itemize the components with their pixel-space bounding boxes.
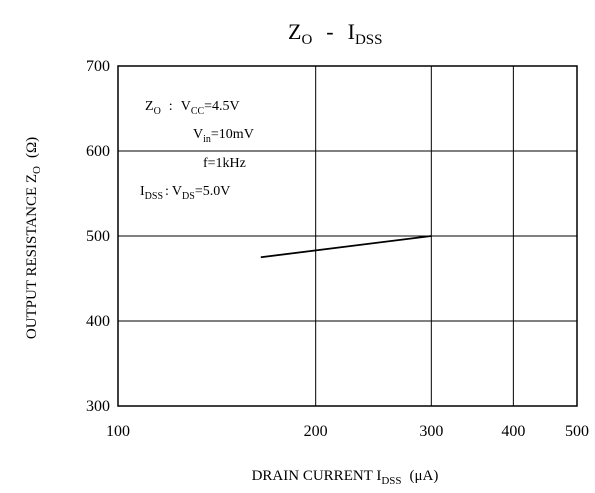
y-axis-label-sub: O xyxy=(31,166,43,174)
x-tick-label-4: 500 xyxy=(565,423,589,440)
plot-frame xyxy=(117,65,578,407)
series-line-0 xyxy=(260,235,432,259)
annotation-vcc-sub: CC xyxy=(191,106,205,117)
y-tick-labels: 300 400 500 600 700 xyxy=(86,58,110,415)
title-main-sub: O xyxy=(301,32,312,48)
x-axis-label-text: DRAIN CURRENT I xyxy=(252,468,382,484)
series-layer xyxy=(260,235,432,259)
x-tick-labels: 100 200 300 400 500 xyxy=(106,423,589,440)
y-tick-label-1: 400 xyxy=(86,313,110,330)
title-sep: - xyxy=(326,19,333,44)
annotation-idss-colon: : xyxy=(165,184,169,199)
x-axis-label-unit: (μA) xyxy=(410,468,439,484)
annotation-vin-symbol: V xyxy=(193,127,203,142)
annotation-zo-symbol: Z xyxy=(145,99,154,114)
annotation-line-freq: f=1kHz xyxy=(203,156,246,171)
annotation-vin-sub: in xyxy=(203,134,211,145)
x-axis-label-sub: DSS xyxy=(381,475,401,487)
annotation-idss-sub: DSS xyxy=(145,191,163,202)
annotation-line-vin: Vin=10mV xyxy=(193,127,254,145)
annotation-line-idss: IDSS: VDS=5.0V xyxy=(140,184,230,202)
y-axis-label: OUTPUT RESISTANCE ZO (Ω) xyxy=(24,137,43,339)
x-tick-label-2: 300 xyxy=(419,423,443,440)
annotation-vcc-symbol: V xyxy=(181,99,191,114)
annotation-idss-symbol: I xyxy=(140,184,145,199)
x-axis-label: DRAIN CURRENT IDSS (μA) xyxy=(252,468,439,487)
title-secondary: I xyxy=(348,19,355,44)
y-tick-label-0: 300 xyxy=(86,398,110,415)
y-axis-label-text: OUTPUT RESISTANCE Z xyxy=(24,174,40,339)
annotation-vds-value: =5.0V xyxy=(195,184,231,199)
annotation-line-zo: ZO: VCC=4.5V xyxy=(145,99,240,117)
annotation-vds-symbol: V xyxy=(172,184,182,199)
x-tick-label-0: 100 xyxy=(106,423,130,440)
annotation-zo-colon: : xyxy=(169,99,173,114)
conditions-annotation: ZO: VCC=4.5V Vin=10mV f=1kHz IDSS: VDS=5.0… xyxy=(140,99,254,202)
title-secondary-sub: DSS xyxy=(355,32,383,48)
x-tick-label-1: 200 xyxy=(304,423,328,440)
annotation-vds-sub: DS xyxy=(182,191,195,202)
x-tick-label-3: 400 xyxy=(501,423,525,440)
grid-lines xyxy=(118,66,577,406)
annotation-vcc-value: =4.5V xyxy=(204,99,240,114)
annotation-vin-value: =10mV xyxy=(211,127,254,142)
y-tick-label-3: 600 xyxy=(86,143,110,160)
y-tick-label-2: 500 xyxy=(86,228,110,245)
title-main: Z xyxy=(288,19,301,44)
chart-title: ZO - IDSS xyxy=(288,19,382,48)
y-axis-label-unit: (Ω) xyxy=(24,137,40,158)
y-tick-label-4: 700 xyxy=(86,58,110,75)
annotation-zo-sub: O xyxy=(154,106,161,117)
